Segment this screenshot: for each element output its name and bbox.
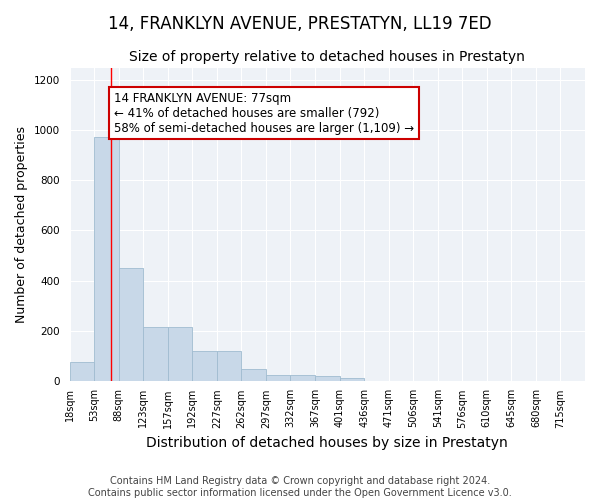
Bar	[266, 375, 290, 380]
Bar	[143, 327, 168, 380]
Y-axis label: Number of detached properties: Number of detached properties	[15, 126, 28, 322]
Bar	[241, 370, 266, 380]
Bar	[290, 375, 315, 380]
Bar	[168, 327, 192, 380]
Bar	[94, 136, 119, 380]
Bar	[340, 378, 364, 380]
Bar	[70, 362, 94, 380]
Bar	[315, 376, 340, 380]
Bar	[217, 350, 241, 380]
Bar	[192, 350, 217, 380]
Text: Contains HM Land Registry data © Crown copyright and database right 2024.
Contai: Contains HM Land Registry data © Crown c…	[88, 476, 512, 498]
Text: 14 FRANKLYN AVENUE: 77sqm
← 41% of detached houses are smaller (792)
58% of semi: 14 FRANKLYN AVENUE: 77sqm ← 41% of detac…	[114, 92, 414, 134]
X-axis label: Distribution of detached houses by size in Prestatyn: Distribution of detached houses by size …	[146, 436, 508, 450]
Bar	[119, 268, 143, 380]
Title: Size of property relative to detached houses in Prestatyn: Size of property relative to detached ho…	[130, 50, 525, 64]
Text: 14, FRANKLYN AVENUE, PRESTATYN, LL19 7ED: 14, FRANKLYN AVENUE, PRESTATYN, LL19 7ED	[108, 15, 492, 33]
